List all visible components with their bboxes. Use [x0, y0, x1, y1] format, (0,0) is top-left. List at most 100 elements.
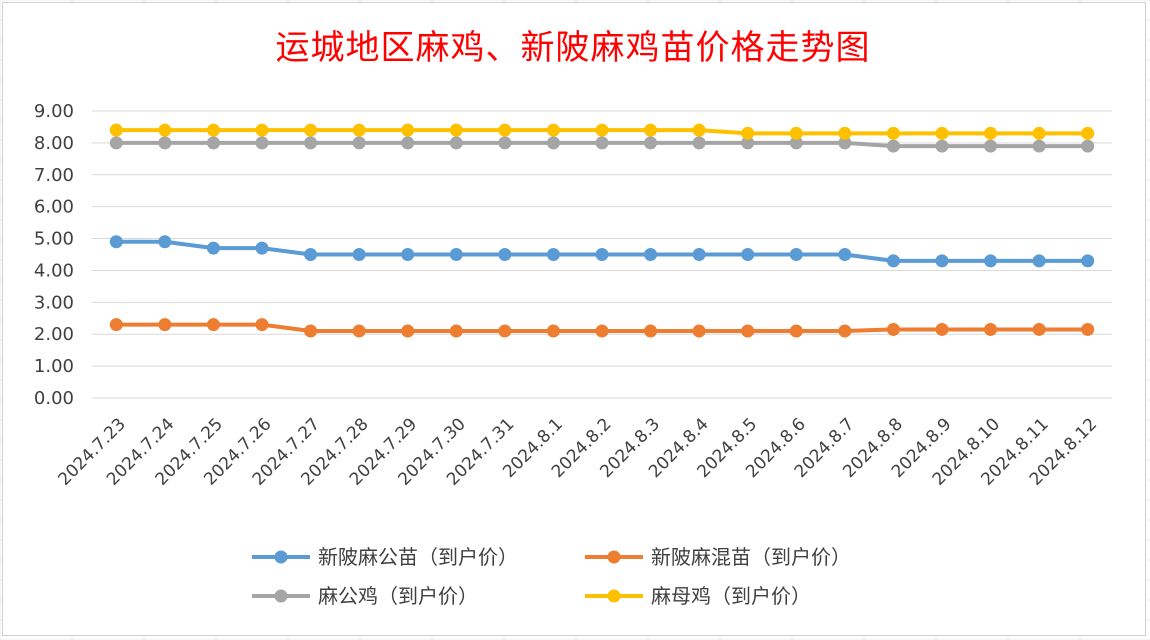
data-point	[692, 123, 706, 137]
data-point	[304, 248, 318, 261]
data-point	[595, 248, 609, 261]
data-point	[838, 324, 852, 338]
data-point	[984, 126, 998, 140]
data-point	[206, 123, 220, 137]
data-point	[984, 139, 998, 153]
data-point	[595, 324, 609, 338]
data-point	[789, 126, 803, 140]
data-point	[449, 324, 463, 338]
data-point	[206, 136, 220, 150]
series-1	[109, 235, 1095, 268]
data-point	[644, 248, 658, 261]
data-point	[401, 123, 415, 137]
data-point	[449, 123, 463, 137]
data-point	[644, 324, 658, 338]
data-point	[984, 322, 998, 336]
data-point	[838, 126, 852, 140]
y-tick-label: 1.00	[34, 356, 74, 377]
data-point	[838, 248, 852, 261]
data-point	[255, 136, 269, 150]
legend-label: 新陂麻混苗（到户价）	[651, 545, 851, 569]
data-point	[741, 126, 755, 140]
data-point	[449, 248, 463, 261]
data-point	[498, 324, 512, 338]
data-point	[109, 235, 123, 249]
series-layer	[109, 123, 1095, 338]
legend-entry: 麻母鸡（到户价）	[585, 584, 811, 608]
data-point	[595, 123, 609, 137]
data-point	[935, 322, 949, 336]
series-4	[109, 123, 1095, 140]
data-point	[109, 136, 123, 150]
legend: 新陂麻公苗（到户价） 新陂麻混苗（到户价） 麻公鸡（到户价） 麻母鸡（到户价）	[252, 545, 851, 608]
data-point	[255, 241, 269, 255]
data-point	[352, 123, 366, 137]
data-point	[1032, 139, 1046, 153]
data-point	[158, 235, 172, 249]
y-tick-label: 2.00	[34, 324, 74, 345]
data-point	[546, 324, 560, 338]
legend-label: 新陂麻公苗（到户价）	[318, 545, 518, 569]
data-point	[692, 136, 706, 150]
y-tick-label: 4.00	[34, 260, 74, 281]
data-point	[789, 324, 803, 338]
data-point	[789, 248, 803, 261]
legend-swatch-marker	[607, 589, 621, 603]
data-point	[692, 324, 706, 338]
data-point	[1081, 322, 1095, 336]
data-point	[984, 254, 998, 268]
data-point	[1081, 254, 1095, 268]
y-tick-label: 8.00	[34, 133, 74, 154]
data-point	[789, 136, 803, 150]
data-point	[644, 123, 658, 137]
data-point	[886, 139, 900, 153]
data-point	[498, 136, 512, 150]
data-point	[449, 136, 463, 150]
x-axis-ticks: 2024.7.232024.7.242024.7.252024.7.262024…	[54, 414, 1101, 489]
y-tick-label: 7.00	[34, 165, 74, 186]
data-point	[109, 318, 123, 332]
data-point	[158, 123, 172, 137]
chart-title: 运城地区麻鸡、新陂麻鸡苗价格走势图	[275, 28, 871, 68]
legend-label: 麻公鸡（到户价）	[318, 584, 478, 608]
data-point	[838, 136, 852, 150]
series-2	[109, 318, 1095, 338]
data-point	[741, 324, 755, 338]
data-point	[206, 318, 220, 332]
data-point	[741, 136, 755, 150]
y-tick-label: 6.00	[34, 197, 74, 218]
y-tick-label: 0.00	[34, 388, 74, 409]
legend-swatch-marker	[274, 550, 288, 564]
data-point	[1032, 254, 1046, 268]
data-point	[401, 248, 415, 261]
data-point	[935, 126, 949, 140]
data-point	[1081, 126, 1095, 140]
legend-swatch-marker	[274, 589, 288, 603]
data-point	[158, 318, 172, 332]
data-point	[206, 241, 220, 255]
data-point	[886, 126, 900, 140]
data-point	[935, 139, 949, 153]
data-point	[109, 123, 123, 137]
data-point	[498, 248, 512, 261]
data-point	[304, 136, 318, 150]
data-point	[741, 248, 755, 261]
data-point	[1032, 126, 1046, 140]
data-point	[401, 324, 415, 338]
y-tick-label: 5.00	[34, 229, 74, 250]
data-point	[352, 248, 366, 261]
data-point	[498, 123, 512, 137]
data-point	[158, 136, 172, 150]
data-point	[546, 248, 560, 261]
legend-entry: 新陂麻混苗（到户价）	[585, 545, 851, 569]
data-point	[546, 123, 560, 137]
legend-entry: 新陂麻公苗（到户价）	[252, 545, 518, 569]
data-point	[1081, 139, 1095, 153]
data-point	[352, 324, 366, 338]
legend-swatch-marker	[607, 550, 621, 564]
legend-entry: 麻公鸡（到户价）	[252, 584, 478, 608]
legend-label: 麻母鸡（到户价）	[651, 584, 811, 608]
data-point	[886, 322, 900, 336]
data-point	[255, 123, 269, 137]
